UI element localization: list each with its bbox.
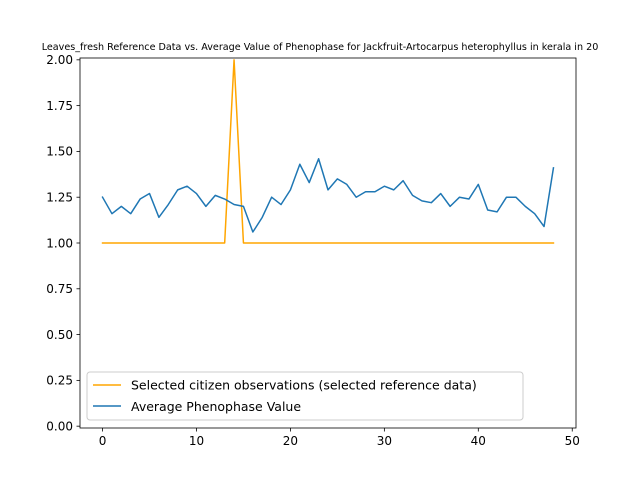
y-tick-label: 1.50: [46, 145, 73, 159]
y-tick-label: 2.00: [46, 53, 73, 67]
plot-frame: [79, 57, 577, 429]
y-axis: 0.00 0.25 0.50 0.75 1.00 1.25 1.50 1.75 2.00: [46, 53, 80, 433]
legend: Selected citizen observations (selected …: [86, 371, 524, 421]
y-tick-label: 0.00: [46, 419, 73, 433]
series-line-average: [101, 157, 555, 233]
y-tick-label: 0.50: [46, 328, 73, 342]
legend-box: [86, 371, 524, 421]
x-tick-label: 20: [283, 434, 298, 448]
x-tick-label: 40: [471, 434, 486, 448]
chart-title: Leaves_fresh Reference Data vs. Average …: [42, 42, 599, 53]
legend-label-reference: Selected citizen observations (selected …: [131, 378, 477, 393]
x-tick-label: 30: [377, 434, 392, 448]
x-tick-label: 0: [99, 434, 107, 448]
x-axis: 0 10 20 30 40 50: [99, 428, 580, 448]
series-line-reference: [101, 59, 555, 244]
x-tick-label: 10: [189, 434, 204, 448]
y-tick-label: 1.00: [46, 236, 73, 250]
x-tick-label: 50: [565, 434, 580, 448]
legend-label-average: Average Phenophase Value: [131, 399, 301, 414]
y-tick-label: 1.25: [46, 191, 73, 205]
y-tick-label: 0.25: [46, 374, 73, 388]
y-tick-label: 1.75: [46, 99, 73, 113]
y-tick-label: 0.75: [46, 282, 73, 296]
series-layer: [101, 59, 555, 244]
